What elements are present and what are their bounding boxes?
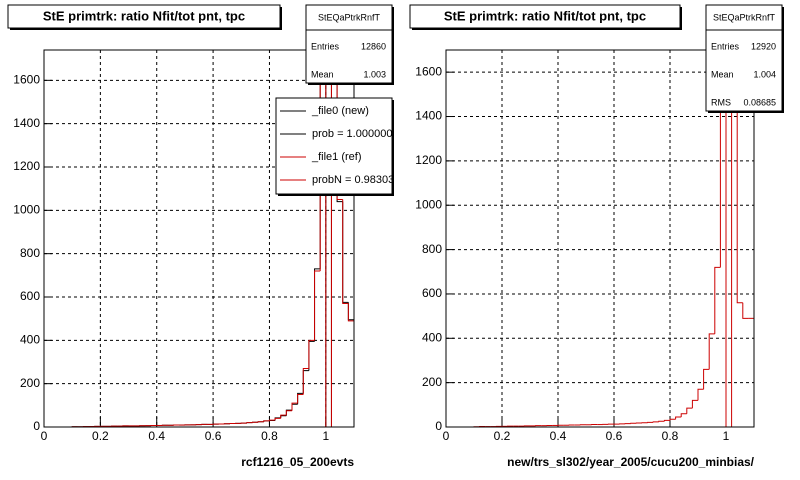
bin	[703, 368, 710, 390]
stats-label: Entries	[311, 41, 340, 51]
legend-label: _file0 (new)	[311, 105, 369, 117]
y-tick-label: 600	[422, 286, 442, 300]
bin	[302, 368, 309, 395]
chart-title: StE primtrk: ratio Nfit/tot pnt, tpc	[43, 8, 245, 23]
bin	[669, 418, 676, 421]
legend-label: probN = 0.98303	[312, 174, 394, 186]
bin	[274, 417, 281, 421]
x-tick-label: 0.4	[148, 429, 165, 443]
y-tick-label: 1200	[13, 159, 40, 173]
y-tick-label: 1000	[13, 203, 40, 217]
legend-box	[275, 97, 393, 195]
stats-value: 12920	[751, 41, 776, 51]
y-tick-label: 1600	[13, 73, 40, 87]
title-box	[7, 4, 281, 29]
histogram	[446, 50, 754, 427]
chart-title: StE primtrk: ratio Nfit/tot pnt, tpc	[444, 8, 646, 23]
x-axis-title: rcf1216_05_200evts	[241, 455, 354, 469]
bin	[697, 388, 704, 401]
bin	[342, 199, 349, 304]
y-tick-label: 1600	[415, 64, 442, 78]
bin	[686, 407, 693, 414]
bin	[347, 303, 354, 322]
x-tick-label: 0.4	[550, 429, 567, 443]
bin	[297, 394, 304, 404]
bin	[675, 416, 682, 420]
x-axis-title: new/trs_sl302/year_2005/cucu200_minbias/	[507, 455, 754, 469]
y-tick-label: 1200	[415, 153, 442, 167]
stats-label: RMS	[711, 97, 731, 107]
y-tick-label: 1400	[415, 109, 442, 123]
plot-border	[43, 49, 355, 428]
bin	[291, 402, 298, 411]
bin	[314, 270, 321, 341]
stats-box	[705, 4, 783, 112]
x-tick-label: 0.6	[606, 429, 623, 443]
y-tick-label: 200	[20, 376, 40, 390]
y-tick-label: 0	[33, 419, 40, 433]
bin	[714, 266, 721, 334]
stats-label: Entries	[711, 41, 740, 51]
bin	[725, 50, 732, 427]
stats-title: StEQaPtrkRnfT	[713, 12, 776, 22]
bin	[731, 50, 733, 427]
bin	[691, 399, 698, 409]
x-tick-label: 0	[41, 429, 48, 443]
bin	[680, 413, 687, 418]
bin	[268, 419, 276, 421]
y-tick-label: 200	[422, 375, 442, 389]
plot-border	[445, 49, 755, 428]
y-tick-label: 800	[422, 242, 442, 256]
stats-label: Mean	[311, 69, 334, 79]
y-tick-label: 600	[20, 289, 40, 303]
stats-value: 0.08685	[743, 97, 776, 107]
stats-value: 12860	[361, 41, 386, 51]
y-tick-label: 1000	[415, 197, 442, 211]
x-tick-label: 0	[443, 429, 450, 443]
bin	[663, 419, 670, 422]
y-tick-label: 1400	[13, 116, 40, 130]
x-tick-label: 0.2	[92, 429, 109, 443]
plot-frame	[445, 49, 755, 428]
y-tick-label: 0	[435, 419, 442, 433]
legend-label: _file1 (ref)	[311, 151, 362, 163]
x-tick-label: 0.8	[662, 429, 679, 443]
x-tick-label: 1	[723, 429, 730, 443]
bin	[285, 410, 292, 416]
x-tick-label: 0.8	[261, 429, 278, 443]
x-tick-label: 0.6	[205, 429, 222, 443]
y-tick-label: 400	[20, 333, 40, 347]
bin	[658, 420, 665, 422]
bin	[719, 50, 721, 268]
bin	[742, 302, 749, 319]
x-tick-label: 1	[322, 429, 329, 443]
legend-label: prob = 1.000000	[312, 128, 392, 140]
bin	[736, 50, 743, 304]
y-tick-label: 800	[20, 246, 40, 260]
stats-value: 1.003	[363, 69, 386, 79]
stats-title: StEQaPtrkRnfT	[318, 12, 381, 22]
stats-label: Mean	[711, 69, 734, 79]
bin	[308, 339, 315, 369]
bin	[263, 420, 270, 422]
stats-value: 1.004	[753, 69, 776, 79]
title-box	[409, 4, 681, 29]
y-tick-label: 400	[422, 330, 442, 344]
bin	[280, 414, 287, 419]
x-tick-label: 0.2	[494, 429, 511, 443]
legend: _file0 (new) prob = 1.000000 _file1 (ref) p…	[280, 105, 394, 186]
stats-box	[305, 4, 393, 84]
bin	[708, 333, 715, 370]
